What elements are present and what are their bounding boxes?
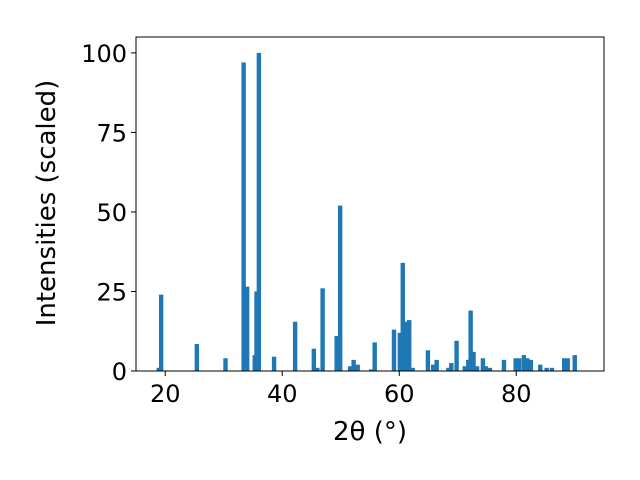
y-axis-label: Intensities (scaled) bbox=[32, 80, 62, 327]
bar bbox=[462, 366, 467, 371]
bar bbox=[549, 367, 555, 371]
bar bbox=[425, 350, 431, 371]
bar bbox=[466, 359, 471, 371]
x-tick-label: 20 bbox=[150, 380, 181, 408]
y-tick-label: 50 bbox=[96, 199, 127, 227]
bar bbox=[468, 310, 473, 371]
bar bbox=[483, 366, 489, 371]
bar bbox=[449, 363, 454, 371]
bar bbox=[158, 294, 164, 371]
bar bbox=[410, 367, 415, 371]
bar bbox=[194, 343, 200, 371]
bar bbox=[407, 320, 412, 371]
bar bbox=[334, 336, 339, 371]
bars bbox=[156, 52, 577, 372]
bar bbox=[156, 367, 162, 371]
bar bbox=[320, 288, 325, 371]
bar bbox=[516, 358, 522, 371]
bar bbox=[355, 364, 360, 371]
bar bbox=[446, 367, 451, 371]
bar bbox=[244, 286, 250, 371]
plot-frame bbox=[135, 36, 605, 372]
bar bbox=[538, 364, 543, 371]
bar bbox=[521, 355, 527, 371]
bar bbox=[400, 262, 405, 371]
bar bbox=[271, 356, 277, 371]
bar bbox=[565, 358, 570, 371]
bar bbox=[254, 291, 259, 371]
y-tick-label: 75 bbox=[96, 119, 127, 147]
x-axis-ticks: 20 40 60 80 bbox=[150, 371, 532, 408]
bar bbox=[471, 351, 476, 371]
bar bbox=[347, 366, 353, 371]
bar bbox=[544, 367, 549, 371]
bar bbox=[256, 52, 262, 372]
y-tick-label: 0 bbox=[112, 358, 127, 386]
bar bbox=[434, 359, 439, 371]
bar bbox=[292, 321, 298, 371]
bar bbox=[454, 340, 459, 371]
y-axis-ticks: 0 25 50 75 100 bbox=[81, 40, 136, 386]
bar bbox=[351, 359, 356, 371]
bar bbox=[501, 359, 507, 371]
bar bbox=[562, 358, 567, 371]
bar bbox=[315, 367, 320, 371]
bar bbox=[311, 348, 317, 371]
bar bbox=[337, 205, 343, 371]
bar bbox=[241, 62, 246, 371]
bar bbox=[391, 329, 397, 371]
x-tick-label: 60 bbox=[384, 380, 415, 408]
bar bbox=[430, 364, 436, 371]
bar bbox=[368, 369, 374, 371]
bar bbox=[372, 342, 377, 371]
bar bbox=[474, 366, 480, 371]
bar bbox=[480, 358, 486, 371]
x-axis-label: 2θ (°) bbox=[333, 417, 407, 447]
bar bbox=[528, 359, 534, 371]
bar bbox=[397, 332, 403, 371]
bar bbox=[487, 367, 493, 371]
bar bbox=[223, 358, 228, 371]
bar bbox=[513, 358, 518, 371]
x-tick-label: 80 bbox=[501, 380, 532, 408]
y-tick-label: 100 bbox=[81, 40, 127, 68]
bar bbox=[572, 355, 577, 371]
x-tick-label: 40 bbox=[267, 380, 298, 408]
bar bbox=[525, 358, 530, 371]
y-tick-label: 25 bbox=[96, 278, 127, 306]
